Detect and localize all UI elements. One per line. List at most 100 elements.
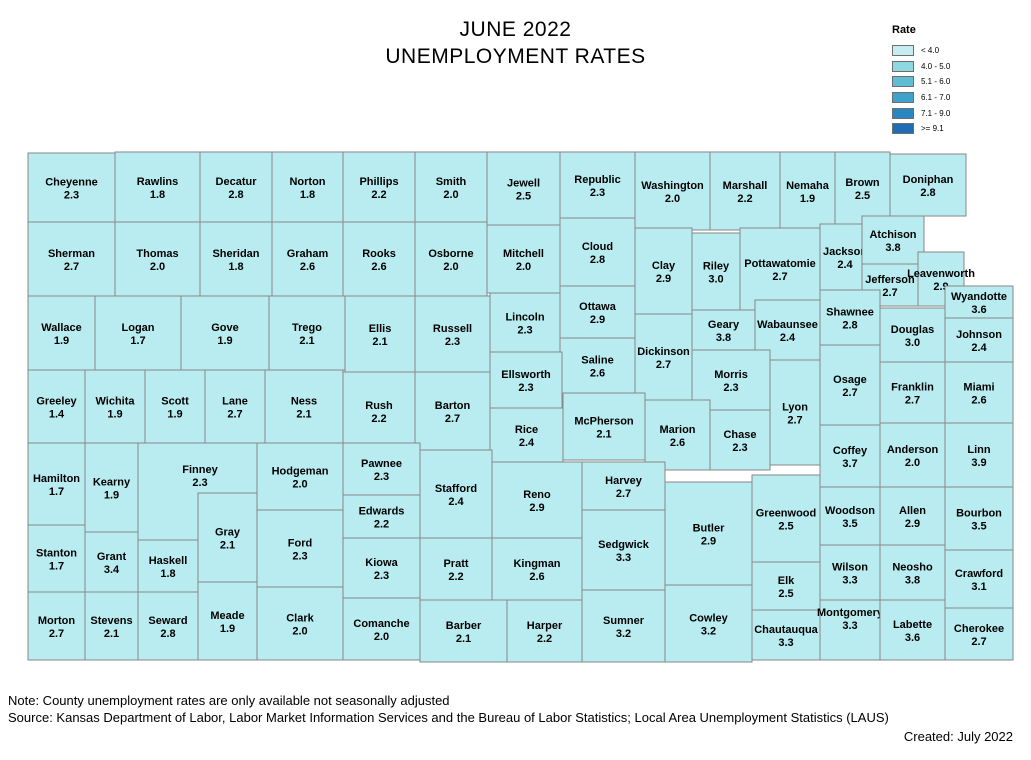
county-rate-value: 1.7 — [130, 335, 145, 347]
county-rate-value: 1.8 — [150, 189, 165, 201]
county-rate-value: 3.0 — [708, 274, 723, 286]
county-name-label: Jefferson — [865, 274, 915, 286]
county-shape — [84, 369, 146, 444]
county-shape — [769, 359, 821, 466]
county-shape — [489, 407, 564, 463]
county-rate-value: 2.1 — [299, 335, 314, 347]
county-rate-value: 2.6 — [670, 437, 685, 449]
county-name-label: Jewell — [507, 178, 540, 190]
county-name-label: Kingman — [513, 558, 560, 570]
county-name-label: Ness — [291, 396, 317, 408]
county-name-label: Barber — [446, 620, 482, 632]
county-rate-value: 2.3 — [732, 442, 747, 454]
county-shape — [739, 227, 821, 311]
county-shape — [944, 549, 1014, 609]
county-rate-value: 2.3 — [590, 187, 605, 199]
county-rate-value: 2.9 — [701, 536, 716, 548]
county-rate-value: 2.2 — [374, 519, 389, 531]
county-name-label: Cloud — [582, 241, 613, 253]
county-name-label: Hamilton — [33, 473, 80, 485]
county-rate-value: 1.4 — [49, 409, 65, 421]
county-name-label: Rush — [365, 400, 393, 412]
county-shape — [819, 424, 881, 488]
county-rate-value: 2.3 — [518, 382, 533, 394]
county-shape — [27, 152, 116, 223]
county-shape — [114, 151, 201, 223]
legend-row: 6.1 - 7.0 — [892, 90, 950, 106]
county-name-label: Shawnee — [826, 307, 874, 319]
county-rate-value: 2.5 — [516, 191, 531, 203]
county-name-label: Scott — [161, 396, 189, 408]
legend-class-label: < 4.0 — [921, 46, 940, 56]
county-name-label: Pratt — [443, 558, 468, 570]
county-name-label: Ford — [288, 538, 312, 550]
county-name-label: Rawlins — [137, 176, 179, 188]
county-name-label: Kearny — [93, 477, 131, 489]
county-name-label: Greenwood — [756, 508, 817, 520]
county-name-label: Doniphan — [903, 174, 954, 186]
county-shape — [197, 492, 258, 583]
county-shape — [491, 537, 583, 601]
county-name-label: Russell — [433, 323, 472, 335]
county-name-label: Lyon — [782, 402, 808, 414]
county-name-label: Pottawatomie — [744, 258, 816, 270]
county-shape — [27, 369, 86, 444]
county-rate-value: 2.7 — [445, 413, 460, 425]
legend-row: >= 9.1 — [892, 121, 950, 137]
county-name-label: Finney — [182, 464, 218, 476]
county-shape — [819, 544, 881, 601]
county-name-label: Wichita — [95, 396, 135, 408]
county-name-label: Butler — [693, 523, 726, 535]
county-shape — [342, 494, 421, 539]
county-rate-value: 2.4 — [519, 437, 535, 449]
county-rate-value: 2.2 — [371, 189, 386, 201]
county-rate-value: 3.8 — [885, 242, 900, 254]
county-rate-value: 3.8 — [905, 575, 920, 587]
county-name-label: Morris — [714, 369, 748, 381]
county-shape — [634, 227, 693, 315]
county-name-label: Stafford — [435, 483, 477, 495]
county-shape — [879, 422, 946, 488]
legend-swatch — [892, 45, 914, 57]
county-rate-value: 2.9 — [656, 273, 671, 285]
county-name-label: Reno — [523, 489, 551, 501]
county-rate-value: 1.9 — [220, 623, 235, 635]
county-name-label: Mitchell — [503, 248, 544, 260]
county-name-label: Stanton — [36, 548, 77, 560]
county-name-label: Franklin — [891, 382, 934, 394]
county-name-label: Barton — [435, 400, 471, 412]
county-rate-value: 3.2 — [616, 628, 631, 640]
created-text: Created: July 2022 — [903, 729, 1013, 744]
county-name-label: Marion — [659, 424, 695, 436]
county-name-label: Trego — [292, 322, 322, 334]
legend-class-label: >= 9.1 — [921, 124, 944, 134]
county-rate-value: 3.5 — [971, 521, 986, 533]
county-name-label: Jackson — [823, 246, 867, 258]
county-rate-value: 3.0 — [905, 337, 920, 349]
county-rate-value: 2.3 — [192, 477, 207, 489]
